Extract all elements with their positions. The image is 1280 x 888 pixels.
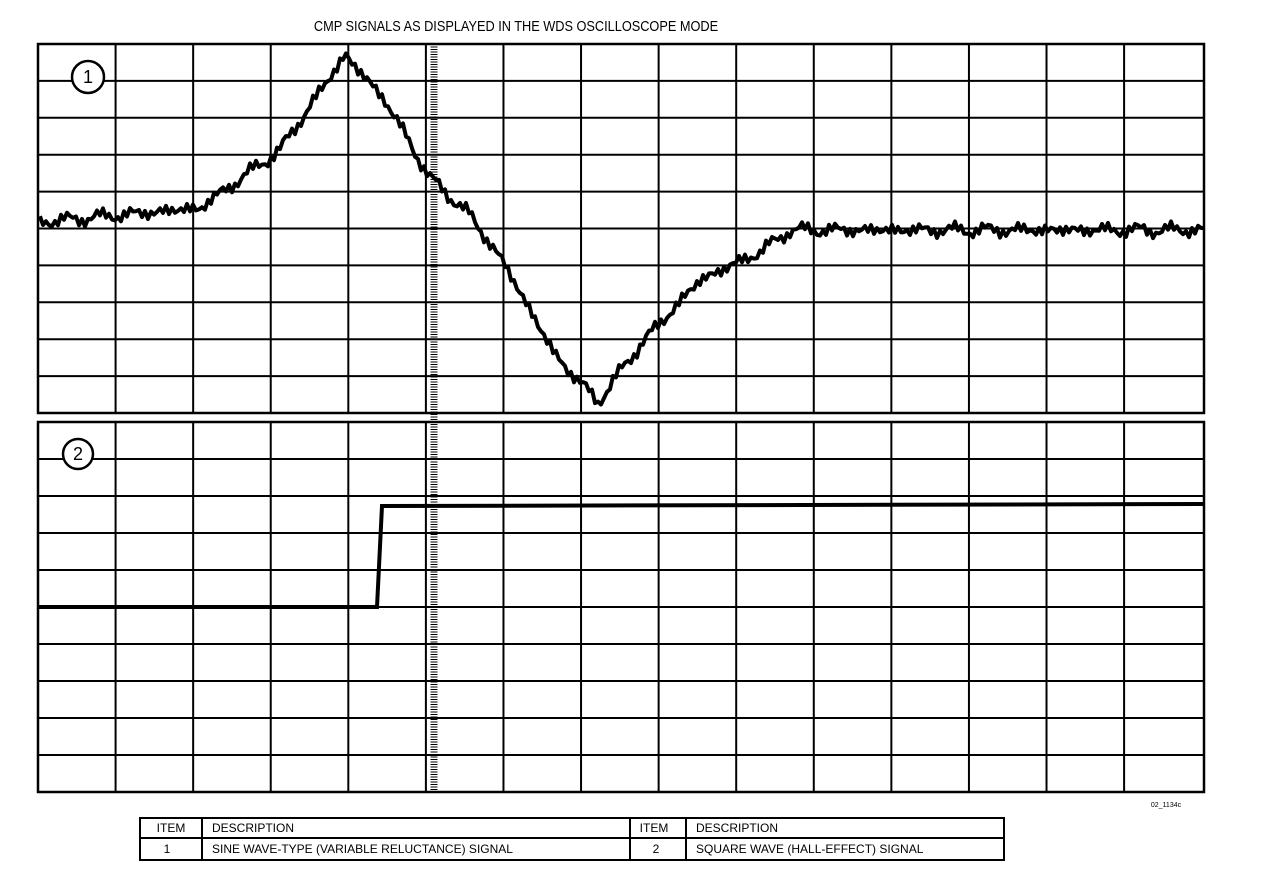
traces — [38, 51, 1205, 609]
legend-table — [139, 817, 1005, 861]
table-cell: SQUARE WAVE (HALL-EFFECT) SIGNAL — [696, 842, 924, 856]
panel-frame — [36, 42, 1206, 415]
trace-square — [38, 502, 1205, 609]
panel-label: 1 — [83, 67, 93, 87]
figure-code: 02_1134c — [1151, 802, 1182, 809]
table-cell: 1 — [164, 842, 171, 856]
title: CMP SIGNALS AS DISPLAYED IN THE WDS OSCI… — [314, 17, 718, 34]
panel-badge — [61, 437, 95, 471]
table-header: DESCRIPTION — [696, 821, 778, 835]
table-header: ITEM — [157, 821, 186, 835]
table-cell: SINE WAVE-TYPE (VARIABLE RELUCTANCE) SIG… — [212, 842, 513, 856]
panel-label: 2 — [73, 444, 83, 464]
grid — [36, 42, 1206, 794]
table-header: DESCRIPTION — [212, 821, 294, 835]
panel-badge — [70, 59, 106, 95]
table-header: ITEM — [640, 821, 669, 835]
table-cell: 2 — [653, 842, 660, 856]
trace-sine — [38, 51, 1205, 407]
